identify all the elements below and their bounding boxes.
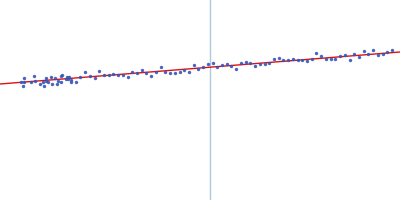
Point [21,80,27,83]
Point [120,73,126,77]
Point [68,79,74,82]
Point [261,63,268,66]
Point [389,49,395,52]
Point [68,81,74,84]
Point [224,62,230,66]
Point [172,71,178,74]
Point [290,57,296,61]
Point [370,48,376,52]
Point [323,57,329,60]
Point [186,70,192,73]
Point [43,80,49,83]
Point [58,73,65,76]
Point [54,79,61,83]
Point [328,57,334,60]
Point [20,84,27,87]
Point [153,70,159,73]
Point [195,67,202,70]
Point [304,59,310,63]
Point [37,83,43,86]
Point [219,64,225,67]
Point [266,62,272,65]
Point [54,83,60,86]
Point [280,58,286,61]
Point [342,54,348,57]
Point [351,53,358,56]
Point [63,78,69,81]
Point [379,52,386,56]
Point [43,76,49,79]
Point [143,72,150,75]
Point [57,80,64,84]
Point [294,59,301,62]
Point [106,73,112,77]
Point [209,62,216,65]
Point [346,58,353,61]
Point [233,68,239,71]
Point [318,55,324,58]
Point [28,81,34,84]
Point [365,53,372,56]
Point [337,54,343,57]
Point [18,80,24,83]
Point [40,80,46,83]
Point [238,62,244,65]
Point [45,80,51,84]
Point [356,55,362,58]
Point [101,74,107,77]
Point [332,58,338,61]
Point [52,77,58,80]
Point [32,80,38,83]
Point [176,71,183,74]
Point [65,77,72,81]
Point [40,84,47,88]
Point [313,52,320,55]
Point [190,63,197,67]
Point [181,68,188,72]
Point [228,64,235,68]
Point [138,68,145,71]
Point [276,56,282,60]
Point [214,66,220,69]
Point [162,70,168,73]
Point [86,75,93,78]
Point [299,58,306,62]
Point [124,76,131,79]
Point [360,50,367,53]
Point [58,74,65,77]
Point [247,61,254,65]
Point [129,71,136,74]
Point [96,70,102,73]
Point [242,61,249,64]
Point [91,76,98,79]
Point [77,75,84,78]
Point [148,75,154,78]
Point [256,62,263,65]
Point [134,72,140,75]
Point [285,58,291,61]
Point [82,70,88,73]
Point [375,53,381,56]
Point [115,73,121,76]
Point [31,75,37,78]
Point [20,77,27,80]
Point [49,82,55,85]
Point [158,65,164,69]
Point [252,64,258,67]
Point [48,76,54,79]
Point [205,62,211,66]
Point [64,75,70,78]
Point [72,81,79,84]
Point [110,73,116,76]
Point [200,66,206,69]
Point [384,51,390,54]
Point [308,58,315,61]
Point [271,57,277,61]
Point [66,75,73,79]
Point [167,71,173,74]
